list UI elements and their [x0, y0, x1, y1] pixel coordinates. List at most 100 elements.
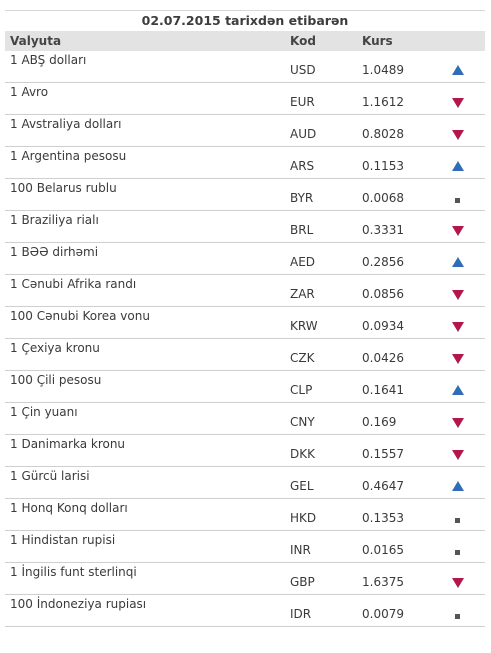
arrow-up-icon — [452, 161, 464, 171]
exchange-rate: 0.1153 — [362, 159, 404, 173]
table-row: 1 İngilis funt sterlinqi GBP 1.6375 — [5, 563, 485, 595]
trend-cell — [432, 531, 485, 562]
currency-name: 1 BƏƏ dirhəmi — [10, 245, 99, 259]
currency-code: BYR — [290, 191, 314, 205]
arrow-up-icon — [452, 385, 464, 395]
exchange-rate: 1.0489 — [362, 63, 404, 77]
table-row: 1 Çexiya kronu CZK 0.0426 — [5, 339, 485, 371]
table-row: 1 Cənubi Afrika randı ZAR 0.0856 — [5, 275, 485, 307]
table-row: 1 Hindistan rupisi INR 0.0165 — [5, 531, 485, 563]
currency-name: 100 İndoneziya rupiası — [10, 597, 147, 611]
currency-code: INR — [290, 543, 311, 557]
currency-name: 1 İngilis funt sterlinqi — [10, 565, 137, 579]
table-row: 100 Cənubi Korea vonu KRW 0.0934 — [5, 307, 485, 339]
currency-name: 1 Danimarka kronu — [10, 437, 126, 451]
currency-code: GEL — [290, 479, 314, 493]
currency-name: 100 Cənubi Korea vonu — [10, 309, 150, 323]
currency-name: 1 Çexiya kronu — [10, 341, 100, 355]
arrow-down-icon — [452, 322, 464, 332]
exchange-rate: 0.0165 — [362, 543, 404, 557]
arrow-down-icon — [452, 450, 464, 460]
no-change-icon — [455, 518, 460, 523]
currency-code: CLP — [290, 383, 313, 397]
table-row: 1 Honq Konq dolları HKD 0.1353 — [5, 499, 485, 531]
currency-name: 1 Avro — [10, 85, 49, 99]
currency-code: USD — [290, 63, 316, 77]
currency-code: DKK — [290, 447, 315, 461]
table-row: 1 Argentina pesosu ARS 0.1153 — [5, 147, 485, 179]
table-row: 1 Gürcü larisi GEL 0.4647 — [5, 467, 485, 499]
currency-name: 1 Honq Konq dolları — [10, 501, 128, 515]
trend-cell — [432, 435, 485, 466]
table-row: 1 BƏƏ dirhəmi AED 0.2856 — [5, 243, 485, 275]
no-change-icon — [455, 614, 460, 619]
currency-name: 1 Gürcü larisi — [10, 469, 90, 483]
arrow-down-icon — [452, 354, 464, 364]
arrow-down-icon — [452, 290, 464, 300]
exchange-rate: 0.2856 — [362, 255, 404, 269]
arrow-down-icon — [452, 578, 464, 588]
arrow-up-icon — [452, 481, 464, 491]
exchange-rate: 0.1353 — [362, 511, 404, 525]
trend-cell — [432, 371, 485, 402]
trend-cell — [432, 243, 485, 274]
currency-code: CNY — [290, 415, 315, 429]
currency-name: 100 Çili pesosu — [10, 373, 102, 387]
table-row: 1 Avstraliya dolları AUD 0.8028 — [5, 115, 485, 147]
currency-code: ZAR — [290, 287, 315, 301]
currency-code: IDR — [290, 607, 312, 621]
arrow-down-icon — [452, 226, 464, 236]
trend-cell — [432, 595, 485, 626]
exchange-rate: 0.0856 — [362, 287, 404, 301]
table-row: 100 Belarus rublu BYR 0.0068 — [5, 179, 485, 211]
exchange-rate: 0.169 — [362, 415, 397, 429]
table-row: 1 Danimarka kronu DKK 0.1557 — [5, 435, 485, 467]
header-code: Kod — [290, 34, 316, 48]
arrow-down-icon — [452, 418, 464, 428]
exchange-rate: 1.1612 — [362, 95, 404, 109]
currency-name: 1 Hindistan rupisi — [10, 533, 116, 547]
exchange-rate: 0.0426 — [362, 351, 404, 365]
exchange-rate: 0.1641 — [362, 383, 404, 397]
currency-code: EUR — [290, 95, 315, 109]
header-trend — [432, 31, 485, 51]
currency-name: 1 Argentina pesosu — [10, 149, 127, 163]
currency-code: GBP — [290, 575, 315, 589]
currency-code: AUD — [290, 127, 317, 141]
no-change-icon — [455, 198, 460, 203]
exchange-rate: 0.0079 — [362, 607, 404, 621]
table-row: 1 Avro EUR 1.1612 — [5, 83, 485, 115]
table-body: 1 ABŞ dolları USD 1.0489 1 Avro EUR 1.1612 1 A… — [5, 51, 485, 627]
table-row: 100 Çili pesosu CLP 0.1641 — [5, 371, 485, 403]
currency-code: KRW — [290, 319, 318, 333]
exchange-rates-table: 02.07.2015 tarixdən etibarən Valyuta Kod… — [5, 10, 485, 627]
arrow-up-icon — [452, 257, 464, 267]
trend-cell — [432, 275, 485, 306]
currency-name: 1 Avstraliya dolları — [10, 117, 122, 131]
arrow-up-icon — [452, 65, 464, 75]
table-caption: 02.07.2015 tarixdən etibarən — [5, 10, 485, 31]
trend-cell — [432, 51, 485, 82]
trend-cell — [432, 115, 485, 146]
trend-cell — [432, 467, 485, 498]
currency-name: 100 Belarus rublu — [10, 181, 117, 195]
trend-cell — [432, 339, 485, 370]
currency-code: AED — [290, 255, 316, 269]
trend-cell — [432, 307, 485, 338]
trend-cell — [432, 563, 485, 594]
exchange-rate: 0.0068 — [362, 191, 404, 205]
trend-cell — [432, 179, 485, 210]
exchange-rate: 0.4647 — [362, 479, 404, 493]
arrow-down-icon — [452, 98, 464, 108]
currency-name: 1 ABŞ dolları — [10, 53, 87, 67]
currency-name: 1 Cənubi Afrika randı — [10, 277, 137, 291]
currency-name: 1 Braziliya rialı — [10, 213, 99, 227]
arrow-down-icon — [452, 130, 464, 140]
table-row: 1 ABŞ dolları USD 1.0489 — [5, 51, 485, 83]
table-row: 1 Çin yuanı CNY 0.169 — [5, 403, 485, 435]
exchange-rate: 0.0934 — [362, 319, 404, 333]
currency-code: ARS — [290, 159, 315, 173]
table-row: 1 Braziliya rialı BRL 0.3331 — [5, 211, 485, 243]
table-row: 100 İndoneziya rupiası IDR 0.0079 — [5, 595, 485, 627]
currency-code: CZK — [290, 351, 315, 365]
